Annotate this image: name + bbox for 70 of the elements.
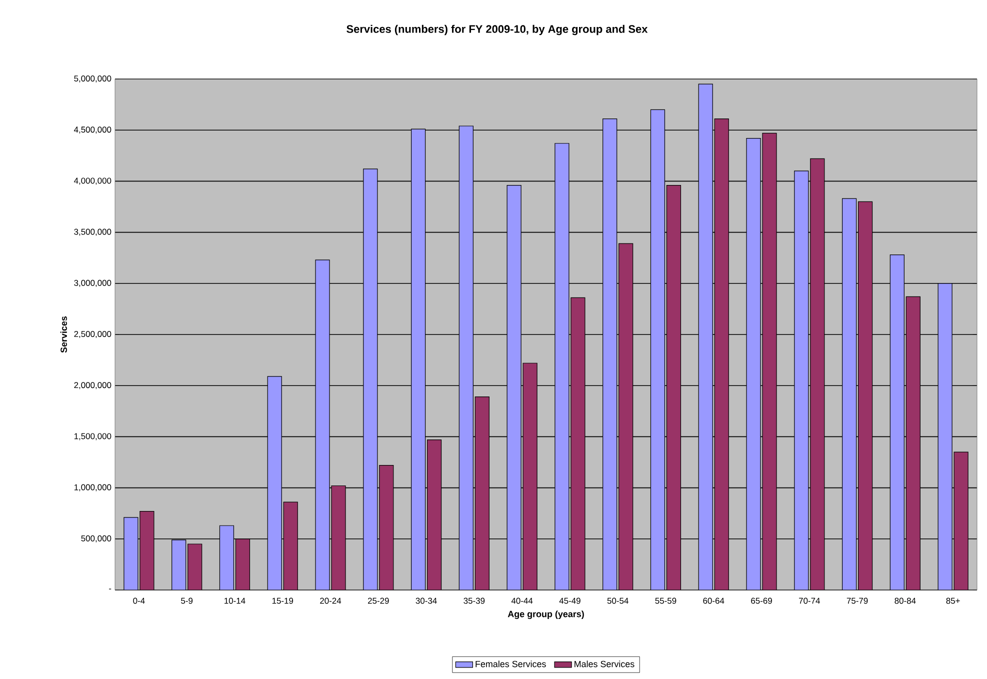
y-tick-label: 1,000,000 <box>74 484 112 492</box>
bar <box>954 452 968 590</box>
bar <box>842 198 857 590</box>
x-tick-label: 80-84 <box>894 598 916 604</box>
bar <box>698 84 713 590</box>
x-tick-label: 5-9 <box>181 598 193 604</box>
bar <box>474 396 490 590</box>
bar <box>666 184 682 590</box>
bar <box>283 502 298 590</box>
bar <box>219 525 234 590</box>
bar <box>315 260 330 590</box>
x-tick-label: 10-14 <box>224 598 246 604</box>
bar <box>618 243 634 590</box>
y-tick-label: 2,000,000 <box>74 382 112 390</box>
bar <box>890 254 904 590</box>
x-tick-label: 20-24 <box>320 598 342 604</box>
y-tick-label: 3,000,000 <box>74 280 112 287</box>
x-tick-label: 35-39 <box>464 598 485 604</box>
bar <box>426 439 442 590</box>
bar <box>570 297 586 590</box>
bar <box>379 465 394 590</box>
bar <box>410 128 426 590</box>
bar <box>810 158 825 590</box>
y-tick-label: - <box>109 588 112 590</box>
bar <box>602 118 618 590</box>
legend-label: Females Services <box>476 660 546 668</box>
y-axis-title: Services <box>60 316 67 353</box>
y-tick-label: 5,000,000 <box>74 76 112 82</box>
bar <box>363 168 378 590</box>
bar <box>762 132 777 590</box>
legend-label: Males Services <box>574 660 634 668</box>
x-tick-label: 45-49 <box>559 598 580 604</box>
x-tick-label: 50-54 <box>607 598 628 604</box>
bar <box>858 201 873 590</box>
x-tick-label: 60-64 <box>703 598 724 604</box>
bar <box>714 118 729 590</box>
bar <box>522 362 538 590</box>
bar <box>794 170 809 590</box>
bar <box>506 184 522 590</box>
y-tick-label: 4,000,000 <box>74 178 112 185</box>
bar <box>172 540 186 590</box>
y-tick-label: 1,500,000 <box>74 433 112 440</box>
bar <box>331 485 346 590</box>
bar <box>235 538 250 590</box>
x-tick-label: 55-59 <box>655 598 676 604</box>
x-axis-title: Age group (years) <box>508 610 584 620</box>
x-tick-label: 25-29 <box>368 598 389 604</box>
y-tick-label: 500,000 <box>81 535 112 542</box>
y-tick-label: 2,500,000 <box>74 331 112 338</box>
x-tick-label: 0-4 <box>133 598 145 604</box>
x-tick-label: 75-79 <box>846 598 868 604</box>
bar <box>124 517 138 590</box>
bar <box>650 109 666 590</box>
x-tick-label: 85+ <box>946 598 960 604</box>
x-tick-label: 70-74 <box>799 598 820 604</box>
y-tick-label: 3,500,000 <box>74 228 112 236</box>
bar <box>906 296 920 590</box>
x-tick-label: 40-44 <box>511 598 533 604</box>
x-tick-label: 65-69 <box>751 598 772 604</box>
bar <box>188 544 202 590</box>
x-tick-label: 30-34 <box>416 598 437 604</box>
bar <box>938 283 952 590</box>
bar <box>267 376 282 590</box>
bar <box>140 511 154 590</box>
y-tick-label: 4,500,000 <box>74 126 112 134</box>
chart-title: Services (numbers) for FY 2009-10, by Age group and Sex <box>346 24 648 36</box>
bar <box>554 143 570 590</box>
bar <box>458 126 474 590</box>
bar <box>746 138 761 590</box>
x-tick-label: 15-19 <box>272 598 294 604</box>
